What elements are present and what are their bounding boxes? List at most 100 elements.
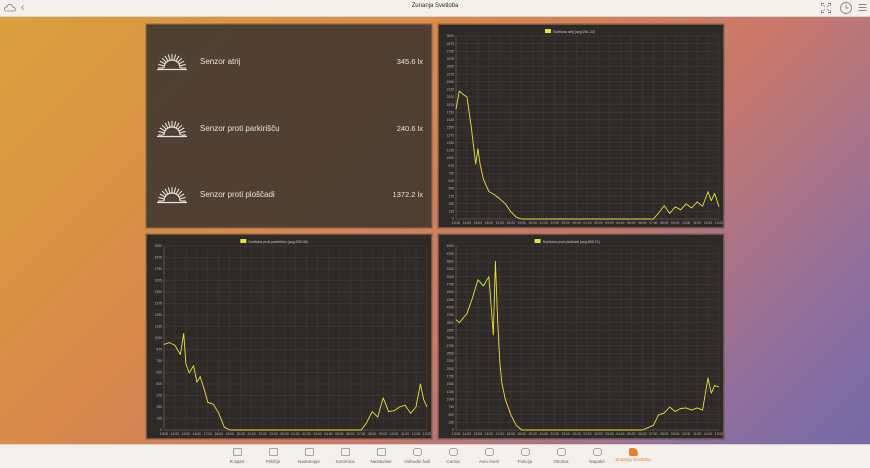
nav-label: Avio most	[479, 459, 499, 464]
sensor-name: Senzor atrij	[200, 57, 241, 66]
house-icon	[232, 448, 242, 456]
y-tick-label: 2750	[447, 49, 455, 53]
legend-label: Svetloba proti ploščadi (avg:855.71)	[543, 240, 600, 244]
legend-swatch	[544, 29, 551, 33]
nav-label: Sortirnica	[335, 459, 355, 464]
x-tick-label: 15:00	[182, 432, 190, 436]
chart-ploscad: Svetloba proti ploščadi (avg:855.71) 6000…	[447, 239, 723, 436]
nav-pritlicje[interactable]: Pritličje	[255, 448, 291, 464]
x-tick-label: 13:00	[160, 432, 168, 436]
x-tick-label: 13:00	[452, 221, 460, 225]
y-tick-label: 375	[156, 394, 162, 398]
top-bar: ‹ Zunanja Svetloba	[0, 0, 870, 17]
y-tick-label: 1875	[155, 256, 163, 260]
y-tick-label: 1875	[447, 103, 455, 107]
series-line	[163, 332, 428, 431]
x-tick-label: 07:00	[357, 432, 365, 436]
x-tick-label: 13:00	[715, 432, 723, 436]
x-tick-label: 21:00	[248, 432, 256, 436]
sensor-row-ploscad[interactable]: Senzor proti ploščadi 1372.2 lx	[147, 184, 431, 208]
nav-nadstropje[interactable]: Nadstropje	[291, 448, 327, 464]
x-tick-label: 16:00	[485, 432, 493, 436]
history-clock-icon[interactable]	[839, 1, 853, 15]
y-tick-label: 1625	[447, 118, 455, 122]
x-tick-label: 11:00	[693, 432, 701, 436]
y-tick-label: 1250	[447, 390, 455, 394]
fullscreen-icon[interactable]	[821, 3, 831, 13]
y-tick-label: 5500	[447, 260, 455, 264]
sun-icon	[157, 121, 187, 138]
hex-icon	[448, 448, 458, 456]
nav-rapart[interactable]: R.apart	[219, 448, 255, 464]
chart-panel-parkirisce: Svetloba proti parkirišču (avg:205.08) 20…	[146, 234, 432, 439]
nav-label: Odhodni hall	[404, 459, 430, 464]
y-tick-label: 625	[156, 371, 162, 375]
x-tick-label: 09:00	[671, 432, 679, 436]
legend-swatch	[534, 239, 541, 243]
menu-icon[interactable]	[858, 3, 867, 12]
legend-swatch	[240, 239, 247, 243]
chevron-left-icon[interactable]: ‹	[21, 2, 25, 13]
chart-atrij: Svetloba atrij (avg:261.22) 3000 2875 2750 2…	[447, 29, 723, 225]
y-tick-label: 750	[156, 359, 162, 363]
sensor-row-parkirisce[interactable]: Senzor proti parkirišču 240.6 lx	[147, 118, 431, 142]
sun-icon	[157, 54, 187, 71]
cloud-icon[interactable]	[4, 3, 16, 13]
sensor-row-atrij[interactable]: Senzor atrij 345.6 lx	[147, 51, 431, 75]
x-tick-label: 19:00	[518, 432, 526, 436]
y-tick-label: 2000	[447, 95, 455, 99]
nav-okolica[interactable]: Okolica	[543, 448, 579, 464]
y-tick-label: 3000	[447, 336, 455, 340]
nav-policija[interactable]: Policija	[507, 448, 543, 464]
x-tick-label: 17:00	[496, 221, 504, 225]
x-tick-label: 10:00	[682, 432, 690, 436]
floor-icon	[376, 448, 386, 456]
nav-napake[interactable]: Napake	[579, 448, 615, 464]
page-title: Zunanja Svetloba	[411, 3, 459, 9]
x-tick-label: 13:00	[452, 432, 460, 436]
x-tick-label: 08:00	[660, 432, 668, 436]
x-tick-label: 08:00	[660, 221, 668, 225]
y-tick-label: 1125	[447, 149, 454, 153]
x-tick-label: 18:00	[507, 432, 515, 436]
x-tick-label: 10:00	[390, 432, 398, 436]
hex-icon	[520, 448, 530, 456]
nav-nastavitve[interactable]: Nastavitve	[363, 448, 399, 464]
x-tick-label: 06:00	[638, 432, 646, 436]
y-tick-label: 3000	[447, 34, 455, 38]
y-tick-label: 4500	[447, 290, 455, 294]
nav-label: Nadstropje	[298, 459, 320, 464]
x-tick-label: 05:00	[627, 432, 635, 436]
nav-label: Policija	[517, 459, 533, 464]
x-tick-label: 08:00	[368, 432, 376, 436]
y-tick-label: 1250	[155, 313, 163, 317]
y-tick-label: 1500	[155, 290, 163, 294]
x-tick-label: 13:00	[715, 221, 723, 225]
floor-icon	[268, 448, 278, 456]
nav-sortirnica[interactable]: Sortirnica	[327, 448, 363, 464]
x-tick-label: 07:00	[649, 221, 657, 225]
y-tick-label: 500	[448, 187, 454, 191]
x-tick-label: 05:00	[627, 221, 635, 225]
nav-zunanja-svetloba[interactable]: Zunanja Svetloba	[615, 448, 651, 462]
nav-carina[interactable]: Carina	[435, 448, 471, 464]
y-tick-label: 2625	[447, 57, 455, 61]
y-tick-label: 750	[448, 405, 454, 409]
hex-icon	[412, 448, 422, 456]
nav-label: Nastavitve	[370, 459, 392, 464]
y-tick-label: 1250	[447, 141, 455, 145]
y-tick-label: 4750	[447, 283, 455, 287]
y-tick-label: 2875	[447, 42, 455, 46]
nav-odhodni-hall[interactable]: Odhodni hall	[399, 448, 435, 464]
y-tick-label: 0	[452, 217, 454, 221]
x-tick-label: 00:00	[572, 432, 580, 436]
y-tick-label: 4250	[447, 298, 455, 302]
nav-avio-most[interactable]: Avio most	[471, 448, 507, 464]
y-tick-label: 6000	[447, 244, 455, 248]
y-tick-label: 875	[156, 348, 162, 352]
series-line	[455, 90, 720, 220]
x-tick-label: 04:00	[616, 432, 624, 436]
sensor-name: Senzor proti parkirišču	[200, 124, 280, 133]
x-tick-label: 16:00	[485, 221, 493, 225]
y-tick-label: 250	[448, 202, 454, 206]
